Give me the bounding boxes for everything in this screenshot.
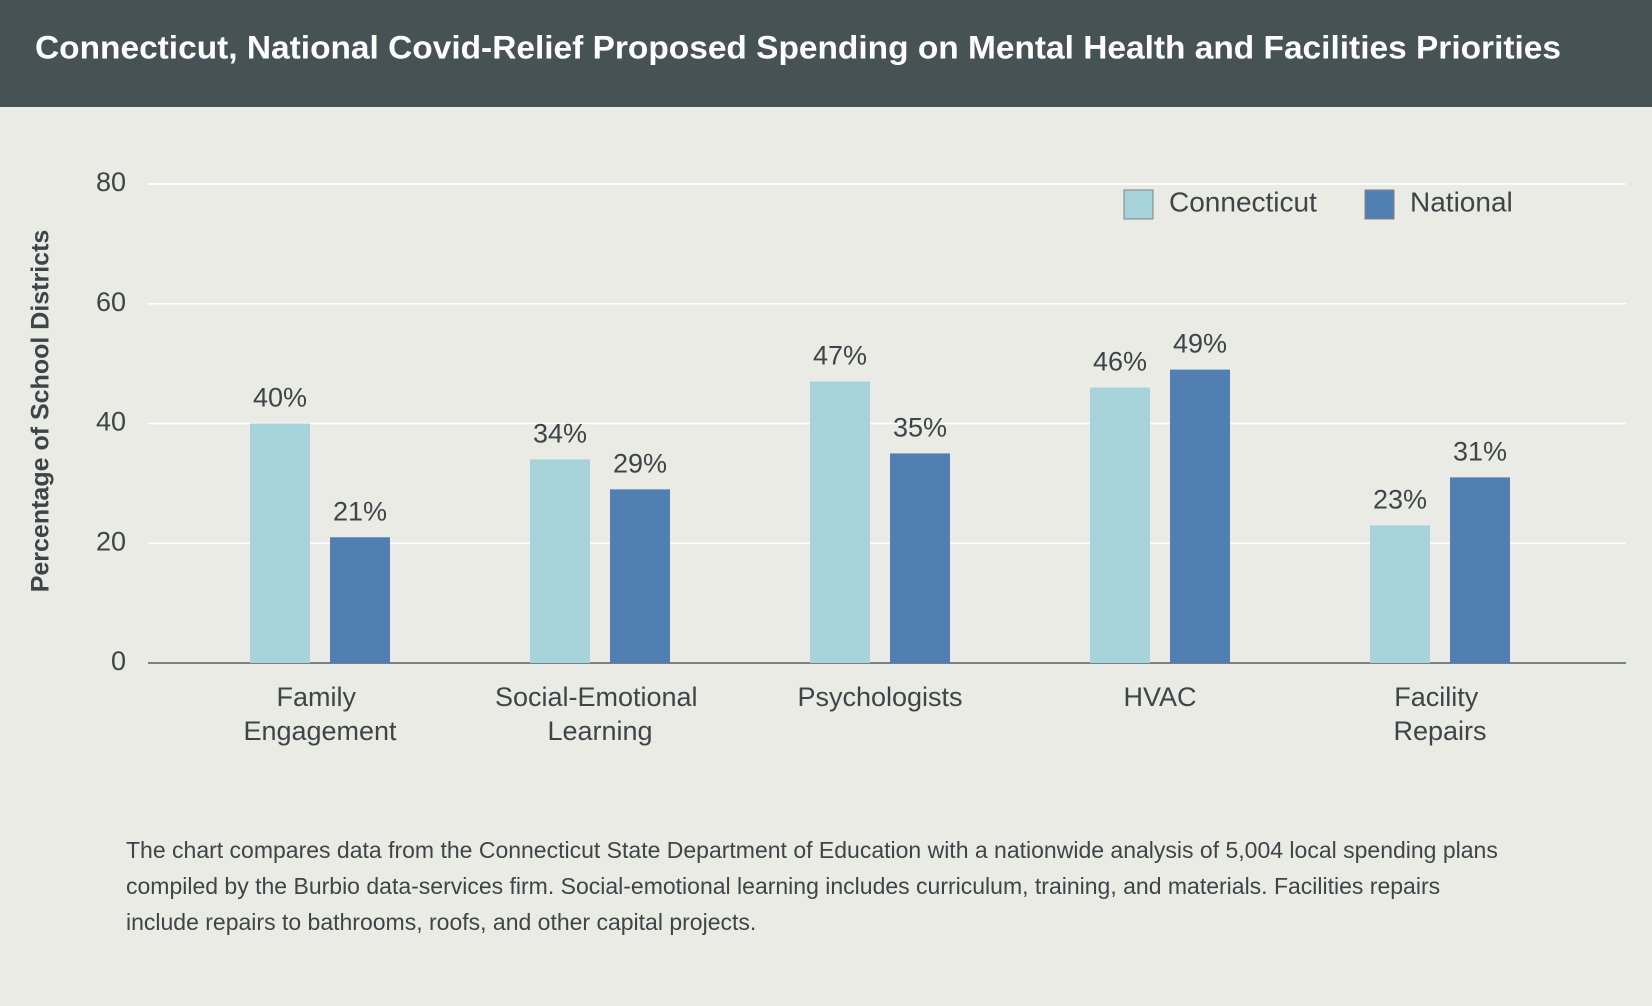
y-tick-label: 80 <box>96 167 126 197</box>
value-label: 34% <box>533 419 587 449</box>
value-label: 35% <box>893 413 947 443</box>
header <box>0 0 1652 107</box>
bar <box>610 489 670 663</box>
y-axis-label: Percentage of School Districts <box>27 230 55 593</box>
footnote: include repairs to bathrooms, roofs, and… <box>126 909 756 935</box>
bar <box>250 423 310 663</box>
bar <box>530 459 590 663</box>
bar <box>890 453 950 663</box>
value-label: 23% <box>1373 484 1427 514</box>
legend-label: National <box>1410 186 1513 217</box>
value-label: 46% <box>1093 347 1147 377</box>
x-tick-label: Social-Emotional Learning <box>495 682 705 746</box>
y-tick-label: 60 <box>96 287 126 317</box>
footnote: compiled by the Burbio data-services fir… <box>126 873 1440 899</box>
x-tick-label: Family Engagement <box>243 682 397 746</box>
x-tick-label: Facility Repairs <box>1393 682 1486 746</box>
bar <box>1090 387 1150 663</box>
x-tick-label: HVAC <box>1123 682 1196 712</box>
value-label: 49% <box>1173 329 1227 359</box>
bar <box>1370 525 1430 663</box>
legend-label: Connecticut <box>1169 186 1317 217</box>
value-label: 29% <box>613 448 667 478</box>
value-label: 47% <box>813 341 867 371</box>
y-tick-label: 0 <box>111 646 126 676</box>
value-label: 21% <box>333 496 387 526</box>
x-tick-label: Psychologists <box>797 682 962 712</box>
bar <box>330 537 390 663</box>
y-tick-label: 40 <box>96 407 126 437</box>
bar <box>1170 369 1230 663</box>
bar <box>810 381 870 663</box>
chart-title: Connecticut, National Covid-Relief Propo… <box>35 29 1561 65</box>
y-tick-label: 20 <box>96 526 126 556</box>
legend-swatch <box>1123 189 1154 220</box>
footnote: The chart compares data from the Connect… <box>126 837 1498 863</box>
value-label: 31% <box>1453 437 1507 467</box>
value-label: 40% <box>253 383 307 413</box>
bar <box>1450 477 1510 663</box>
legend-swatch <box>1364 189 1395 220</box>
